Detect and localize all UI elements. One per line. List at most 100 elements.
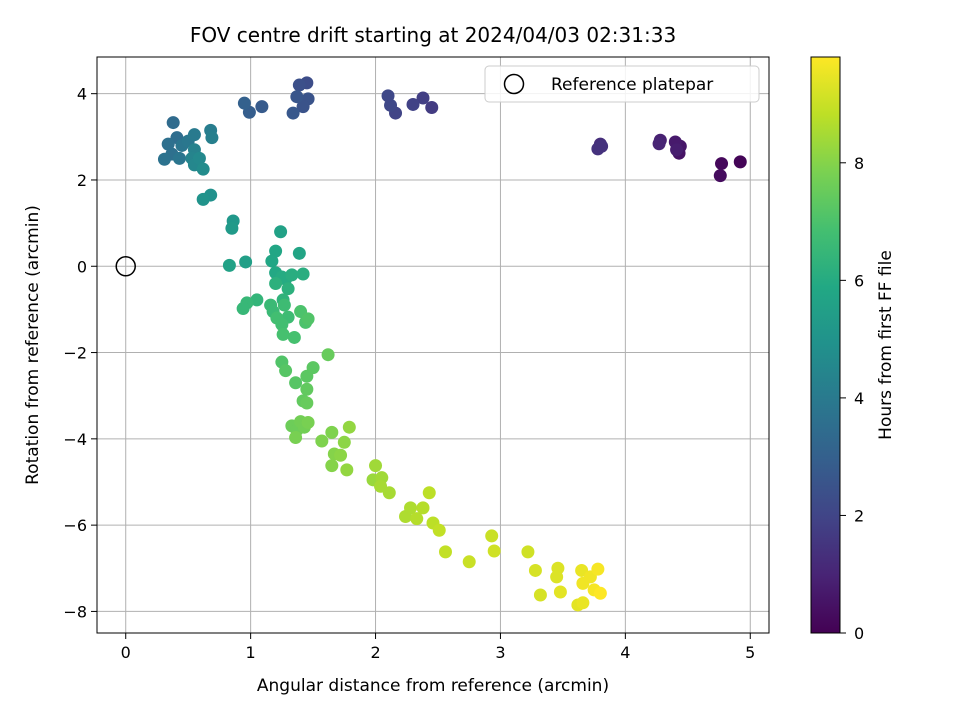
- data-point: [342, 420, 356, 434]
- colorbar-tick-label: 2: [854, 506, 864, 525]
- data-point: [334, 448, 348, 462]
- y-tick-label: 0: [77, 257, 87, 276]
- data-point: [595, 139, 609, 153]
- data-point: [422, 486, 436, 500]
- data-point: [166, 116, 180, 130]
- data-point: [255, 100, 269, 114]
- colorbar: [810, 56, 841, 634]
- data-point: [593, 586, 607, 600]
- y-tick-label: −4: [63, 430, 87, 449]
- data-point: [485, 529, 499, 543]
- data-point: [438, 545, 452, 559]
- data-point: [292, 78, 306, 92]
- data-point: [733, 155, 747, 169]
- reference-marker: [115, 256, 136, 277]
- data-point: [315, 434, 329, 448]
- data-point: [250, 293, 264, 307]
- legend-box: [484, 65, 760, 103]
- data-point: [222, 258, 236, 272]
- data-point: [276, 327, 290, 341]
- legend-label: Reference platepar: [551, 75, 713, 95]
- legend: Reference platepar: [484, 65, 760, 103]
- data-point: [290, 90, 304, 104]
- data-point: [591, 562, 605, 576]
- reference-platepar-point: [115, 256, 136, 277]
- data-point: [265, 254, 279, 268]
- y-tick-label: −6: [63, 516, 87, 535]
- x-tick-label: 2: [370, 643, 380, 662]
- data-point: [521, 545, 535, 559]
- data-point: [289, 431, 303, 445]
- x-tick-label: 4: [620, 643, 630, 662]
- data-point: [205, 131, 219, 145]
- data-point: [425, 100, 439, 114]
- legend-circle-icon: [503, 73, 525, 95]
- data-point: [416, 91, 430, 105]
- colorbar-tick-label: 8: [854, 154, 864, 173]
- data-point: [237, 96, 251, 110]
- y-axis-ticks: 4 2 0 −2 −4 −6 −8: [63, 85, 97, 621]
- y-tick-label: 4: [77, 85, 87, 104]
- data-point: [406, 97, 420, 111]
- data-point: [239, 255, 253, 269]
- data-point: [225, 221, 239, 235]
- y-tick-label: 2: [77, 171, 87, 190]
- data-point: [404, 501, 418, 515]
- data-point: [652, 137, 666, 151]
- data-point: [161, 137, 175, 151]
- data-point: [432, 523, 446, 537]
- data-point: [157, 152, 171, 166]
- data-point: [369, 459, 383, 473]
- data-point: [292, 246, 306, 260]
- data-point: [381, 89, 395, 103]
- data-point: [550, 570, 564, 584]
- data-point: [192, 151, 206, 165]
- data-point: [274, 225, 288, 239]
- data-point: [279, 364, 293, 378]
- data-point: [528, 563, 542, 577]
- data-point: [715, 157, 729, 171]
- data-point: [533, 588, 547, 602]
- data-point: [340, 463, 354, 477]
- x-tick-label: 5: [745, 643, 755, 662]
- data-point: [462, 555, 476, 569]
- data-point: [670, 143, 684, 157]
- data-point: [487, 544, 501, 558]
- data-point: [325, 459, 339, 473]
- colorbar-ticks: 0 2 4 6 8: [840, 154, 864, 643]
- data-point: [296, 100, 310, 114]
- data-point: [196, 192, 210, 206]
- data-point: [286, 106, 300, 120]
- data-point: [301, 415, 315, 429]
- x-tick-label: 1: [246, 643, 256, 662]
- data-point: [306, 361, 320, 375]
- data-point: [287, 330, 301, 344]
- colorbar-tick-label: 0: [854, 624, 864, 643]
- data-point: [410, 512, 424, 526]
- data-point: [172, 151, 186, 165]
- plot-frame: [96, 56, 770, 634]
- data-point: [553, 585, 567, 599]
- data-point: [416, 501, 430, 515]
- data-point: [325, 425, 339, 439]
- colorbar-tick-label: 4: [854, 389, 864, 408]
- data-point: [281, 282, 295, 296]
- data-point: [236, 302, 250, 316]
- data-point: [296, 267, 310, 281]
- y-tick-label: −2: [63, 344, 87, 363]
- x-axis-title: Angular distance from reference (arcmin): [257, 676, 609, 696]
- scatter-points: [157, 76, 747, 612]
- grid-lines: [97, 57, 769, 633]
- data-point: [269, 244, 283, 258]
- data-point: [300, 382, 314, 396]
- x-tick-label: 0: [121, 643, 131, 662]
- data-point: [576, 596, 590, 610]
- data-point: [275, 318, 289, 332]
- data-point: [301, 312, 315, 326]
- x-axis-ticks: 0 1 2 3 4 5: [121, 633, 755, 662]
- data-point: [277, 298, 291, 312]
- y-axis-title: Rotation from reference (arcmin): [23, 205, 43, 485]
- x-tick-label: 3: [495, 643, 505, 662]
